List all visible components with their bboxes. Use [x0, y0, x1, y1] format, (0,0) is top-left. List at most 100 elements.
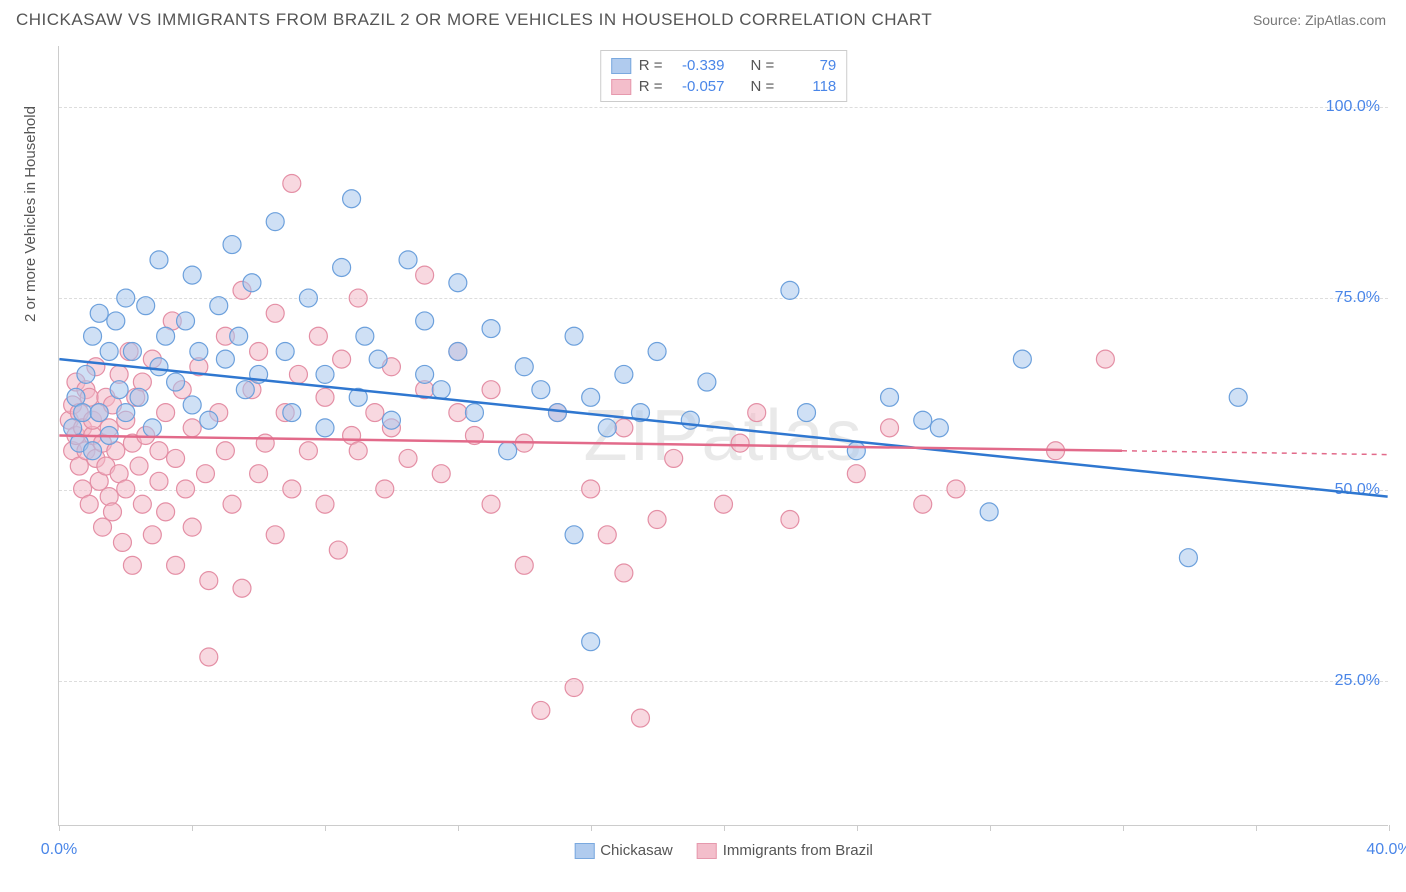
scatter-point-chickasaw [137, 297, 155, 315]
scatter-point-chickasaw [77, 365, 95, 383]
scatter-point-chickasaw [316, 419, 334, 437]
scatter-point-brazil [847, 465, 865, 483]
scatter-point-brazil [432, 465, 450, 483]
scatter-point-brazil [94, 518, 112, 536]
scatter-point-chickasaw [343, 190, 361, 208]
scatter-point-brazil [333, 350, 351, 368]
scatter-point-chickasaw [615, 365, 633, 383]
scatter-point-chickasaw [482, 320, 500, 338]
x-tick-label-left: 0.0% [41, 841, 77, 859]
scatter-point-brazil [914, 495, 932, 513]
n-label: N = [751, 57, 775, 74]
scatter-point-brazil [130, 457, 148, 475]
scatter-point-brazil [123, 556, 141, 574]
x-tick [990, 825, 991, 831]
scatter-svg [59, 46, 1388, 825]
scatter-point-chickasaw [117, 404, 135, 422]
x-tick [59, 825, 60, 831]
scatter-point-brazil [143, 526, 161, 544]
scatter-point-brazil [299, 442, 317, 460]
scatter-point-brazil [309, 327, 327, 345]
legend-item-brazil: Immigrants from Brazil [697, 842, 873, 859]
scatter-point-chickasaw [1013, 350, 1031, 368]
scatter-point-chickasaw [236, 381, 254, 399]
scatter-point-chickasaw [276, 343, 294, 361]
scatter-point-brazil [881, 419, 899, 437]
r-label: R = [639, 78, 663, 95]
scatter-point-brazil [200, 572, 218, 590]
scatter-point-chickasaw [84, 327, 102, 345]
scatter-point-brazil [266, 526, 284, 544]
scatter-point-brazil [216, 442, 234, 460]
scatter-point-chickasaw [316, 365, 334, 383]
source-attribution: Source: ZipAtlas.com [1253, 12, 1386, 28]
scatter-point-chickasaw [74, 404, 92, 422]
r-value-chickasaw: -0.339 [671, 57, 725, 74]
scatter-point-brazil [482, 381, 500, 399]
legend-row-brazil: R = -0.057 N = 118 [611, 76, 837, 97]
scatter-point-brazil [482, 495, 500, 513]
scatter-point-chickasaw [416, 312, 434, 330]
scatter-point-chickasaw [266, 213, 284, 231]
scatter-point-chickasaw [416, 365, 434, 383]
scatter-point-chickasaw [465, 404, 483, 422]
scatter-point-chickasaw [582, 633, 600, 651]
scatter-point-chickasaw [283, 404, 301, 422]
scatter-point-chickasaw [200, 411, 218, 429]
scatter-point-brazil [183, 518, 201, 536]
scatter-point-brazil [196, 465, 214, 483]
scatter-point-brazil [316, 495, 334, 513]
x-tick [591, 825, 592, 831]
scatter-point-chickasaw [230, 327, 248, 345]
scatter-point-chickasaw [698, 373, 716, 391]
legend-row-chickasaw: R = -0.339 N = 79 [611, 55, 837, 76]
scatter-point-chickasaw [210, 297, 228, 315]
scatter-point-brazil [615, 564, 633, 582]
scatter-point-chickasaw [532, 381, 550, 399]
scatter-point-brazil [376, 480, 394, 498]
x-tick [1256, 825, 1257, 831]
x-tick [325, 825, 326, 831]
x-tick [458, 825, 459, 831]
x-tick [1123, 825, 1124, 831]
scatter-point-chickasaw [681, 411, 699, 429]
scatter-point-chickasaw [143, 419, 161, 437]
scatter-point-chickasaw [881, 388, 899, 406]
scatter-point-brazil [781, 511, 799, 529]
scatter-point-brazil [256, 434, 274, 452]
series-legend: Chickasaw Immigrants from Brazil [574, 842, 873, 859]
scatter-point-brazil [316, 388, 334, 406]
scatter-point-brazil [157, 404, 175, 422]
scatter-point-chickasaw [565, 526, 583, 544]
scatter-point-chickasaw [798, 404, 816, 422]
scatter-point-chickasaw [399, 251, 417, 269]
scatter-point-chickasaw [781, 281, 799, 299]
scatter-point-brazil [183, 419, 201, 437]
swatch-chickasaw [611, 58, 631, 74]
scatter-point-brazil [731, 434, 749, 452]
legend-label-brazil: Immigrants from Brazil [723, 842, 873, 859]
scatter-point-brazil [250, 465, 268, 483]
scatter-point-brazil [150, 472, 168, 490]
scatter-point-brazil [157, 503, 175, 521]
swatch-chickasaw-icon [574, 843, 594, 859]
scatter-point-chickasaw [582, 388, 600, 406]
chart-plot-area: R = -0.339 N = 79 R = -0.057 N = 118 ZIP… [58, 46, 1388, 826]
scatter-point-brazil [598, 526, 616, 544]
scatter-point-brazil [250, 343, 268, 361]
scatter-point-chickasaw [598, 419, 616, 437]
x-tick [724, 825, 725, 831]
scatter-point-chickasaw [157, 327, 175, 345]
scatter-point-brazil [715, 495, 733, 513]
scatter-point-chickasaw [243, 274, 261, 292]
legend-item-chickasaw: Chickasaw [574, 842, 673, 859]
scatter-point-brazil [366, 404, 384, 422]
scatter-point-brazil [582, 480, 600, 498]
scatter-point-chickasaw [1179, 549, 1197, 567]
scatter-point-brazil [103, 503, 121, 521]
scatter-point-chickasaw [190, 343, 208, 361]
scatter-point-chickasaw [648, 343, 666, 361]
scatter-point-chickasaw [299, 289, 317, 307]
scatter-point-chickasaw [382, 411, 400, 429]
scatter-point-brazil [631, 709, 649, 727]
